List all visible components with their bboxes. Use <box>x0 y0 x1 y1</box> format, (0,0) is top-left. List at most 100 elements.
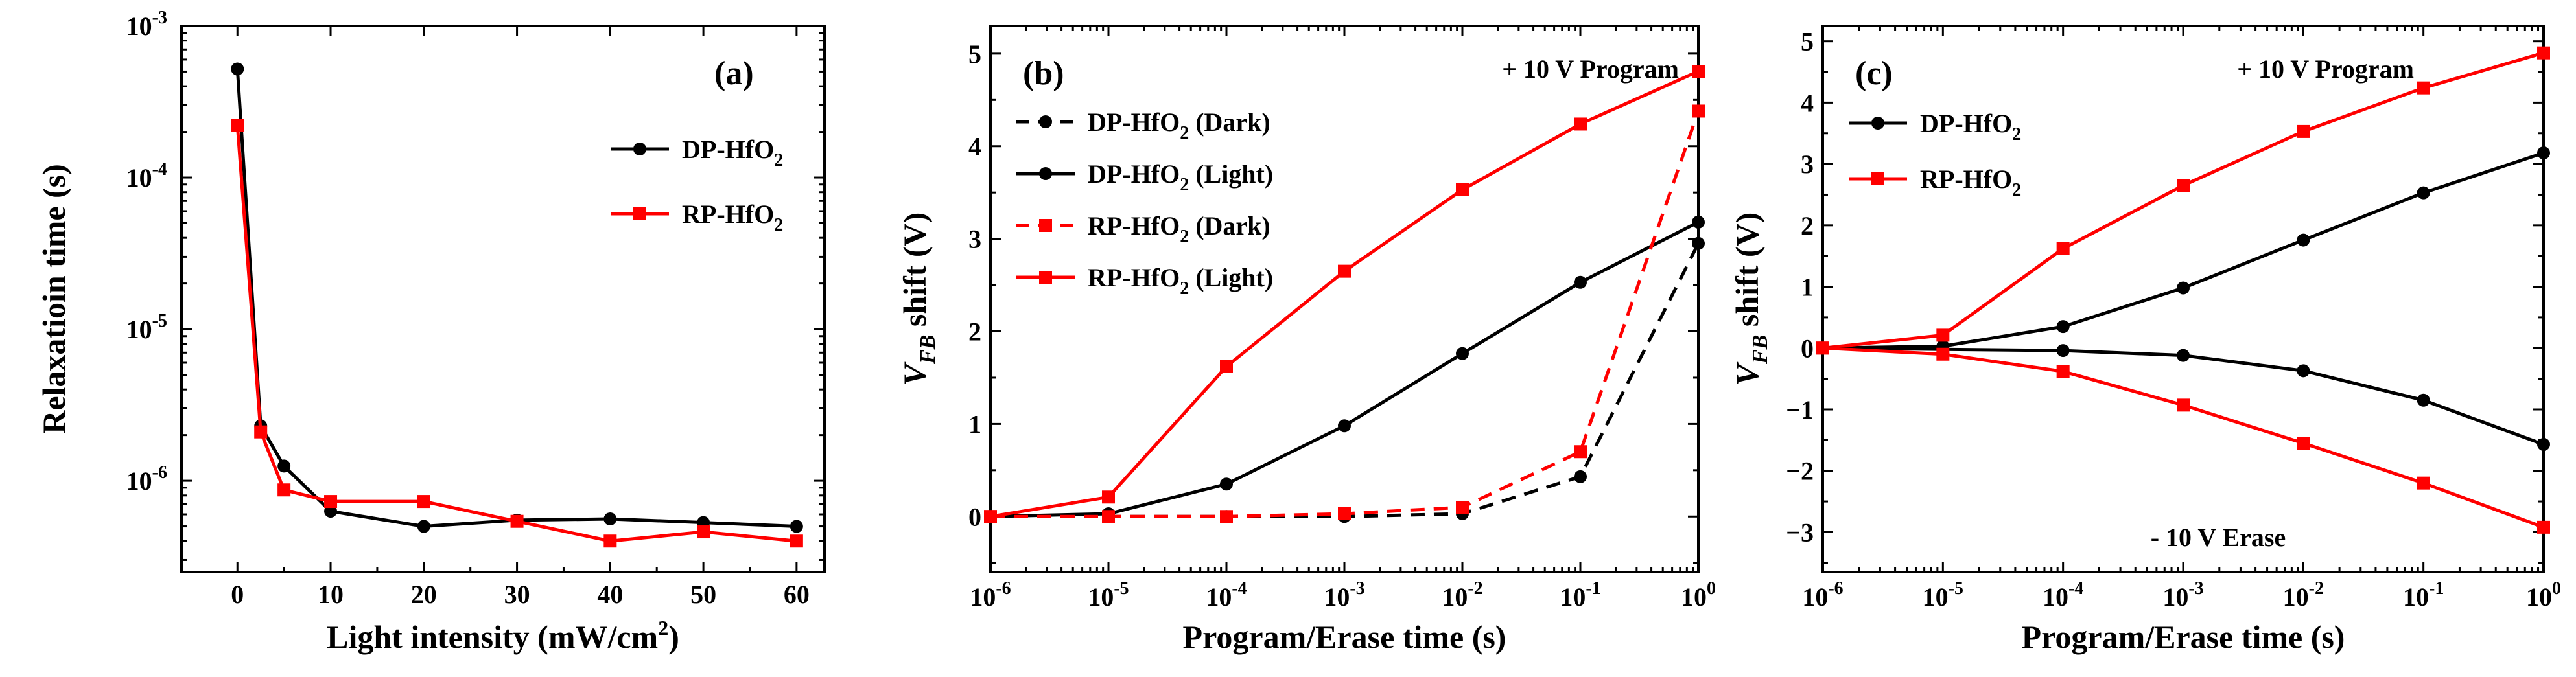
data-point <box>1220 510 1233 523</box>
data-point <box>2537 437 2550 451</box>
chart-panel-3: 10-6 10-5 10-4 10-3 10-2 10-1 100−3−2−1012345P… <box>1729 25 2561 655</box>
x-tick-label: 0 <box>231 580 244 609</box>
legend-label-main: DP-HfO <box>1088 159 1180 189</box>
legend-label-sub: 2 <box>2012 124 2021 144</box>
x-tick-label: 60 <box>784 580 810 609</box>
y-tick-label: 10-3 <box>126 8 167 41</box>
series-1 <box>231 62 803 533</box>
legend-label: DP-HfO2 (Dark) <box>1088 108 1270 143</box>
series-4 <box>1816 341 2550 534</box>
legend-label-main: RP-HfO <box>1920 165 2012 194</box>
legend-label-sub: 2 <box>1180 175 1189 195</box>
x-tick-label-base: 10 <box>1442 582 1468 612</box>
x-tick-label: 10-1 <box>1560 579 1600 612</box>
data-point <box>417 495 430 509</box>
legend-marker <box>1039 219 1052 232</box>
data-point <box>2177 179 2190 192</box>
y-tick-label: 10-6 <box>126 463 167 496</box>
annotation-program: + 10 V Program <box>1502 54 1679 84</box>
x-tick-label-exp: -1 <box>2429 579 2444 599</box>
x-tick-label-exp: -6 <box>1828 579 1843 599</box>
data-point <box>1692 236 1705 250</box>
data-point <box>1338 419 1351 433</box>
data-point <box>1338 507 1351 520</box>
panel-tag: (c) <box>1855 55 1893 92</box>
y-tick-label-exp: -4 <box>152 159 167 179</box>
data-point <box>510 514 524 528</box>
legend-label-sub: 2 <box>774 215 783 235</box>
data-point <box>1936 347 1950 361</box>
data-point <box>2297 124 2310 138</box>
data-point <box>2297 437 2310 450</box>
y-tick-label-base: 10 <box>126 466 152 496</box>
data-point <box>1574 275 1587 289</box>
y-tick-label-exp: -3 <box>152 8 167 28</box>
x-tick-label-base: 10 <box>970 582 996 612</box>
data-point <box>1574 117 1587 131</box>
annotation-program: + 10 V Program <box>2237 54 2414 84</box>
legend-label-main: RP-HfO <box>1088 263 1180 292</box>
x-tick-label: 10-4 <box>2043 579 2083 612</box>
y-axis-label-rest: shift (V) <box>1729 212 1765 335</box>
data-point <box>277 459 291 473</box>
x-tick-label-exp: -1 <box>1586 579 1600 599</box>
y-tick-label: −2 <box>1786 457 1814 486</box>
legend-marker <box>1039 115 1052 128</box>
x-axis-label-sup: 2 <box>658 616 668 639</box>
data-point <box>603 512 617 526</box>
series-line <box>1822 346 2544 529</box>
x-tick-label: 10-6 <box>970 579 1011 612</box>
x-tick-label: 100 <box>1681 579 1716 612</box>
x-axis-label-main: Light intensity (mW/cm <box>327 619 658 655</box>
y-axis-label: Relaxatioin time (s) <box>36 164 72 434</box>
plot-frame <box>1821 25 2545 573</box>
data-point <box>2056 242 2070 255</box>
x-tick-label-base: 10 <box>2162 582 2188 612</box>
legend-marker <box>1871 117 1884 130</box>
data-point <box>984 510 997 523</box>
legend-label-tail: (Dark) <box>1189 211 1270 240</box>
x-tick-label-base: 10 <box>1923 582 1949 612</box>
y-tick-label: 2 <box>968 317 981 347</box>
x-tick-label-exp: -3 <box>1350 579 1364 599</box>
y-tick-label: 3 <box>1801 150 1814 179</box>
legend: DP-HfO2 (Dark)DP-HfO2 (Light)RP-HfO2 (Da… <box>1016 108 1273 299</box>
legend-label-main: RP-HfO <box>682 200 774 229</box>
data-point <box>2177 398 2190 412</box>
y-axis-label-sub: FB <box>1748 335 1772 365</box>
data-point <box>254 425 268 439</box>
data-point <box>277 483 291 497</box>
x-tick-label-exp: -4 <box>1232 579 1247 599</box>
series-2 <box>231 119 803 548</box>
data-point <box>1338 264 1351 278</box>
x-tick-label: 10 <box>318 580 344 609</box>
series-4 <box>984 65 1705 523</box>
x-tick-label: 10-2 <box>2283 579 2324 612</box>
data-point <box>2537 146 2550 160</box>
y-tick-label-exp: -6 <box>152 463 167 483</box>
legend-label-tail: (Light) <box>1189 159 1273 189</box>
data-point <box>1456 500 1469 514</box>
series-line <box>235 125 797 543</box>
legend-label-main: DP-HfO <box>1920 109 2012 138</box>
x-tick-label-base: 10 <box>2526 582 2552 612</box>
x-axis-label: Program/Erase time (s) <box>2022 619 2345 655</box>
x-tick-label: 10-5 <box>1923 579 1963 612</box>
series-line <box>990 69 1700 518</box>
data-point <box>2537 520 2550 534</box>
y-tick-label-base: 10 <box>126 12 152 41</box>
annotation-erase: - 10 V Erase <box>2151 523 2286 552</box>
data-point <box>790 534 803 548</box>
x-tick-label: 10-4 <box>1206 579 1247 612</box>
y-axis-label: VFB shift (V) <box>896 212 940 386</box>
data-point <box>1816 341 1829 355</box>
x-tick-label-base: 10 <box>1206 582 1232 612</box>
data-point <box>1574 445 1587 459</box>
x-tick-label-exp: -2 <box>2309 579 2324 599</box>
y-axis-label: VFB shift (V) <box>1729 212 1772 386</box>
x-tick-label-exp: 0 <box>1707 579 1716 599</box>
x-axis-label-end: ) <box>668 619 679 655</box>
y-axis-label-v: V <box>1729 361 1765 385</box>
x-axis-label: Program/Erase time (s) <box>1183 619 1506 655</box>
